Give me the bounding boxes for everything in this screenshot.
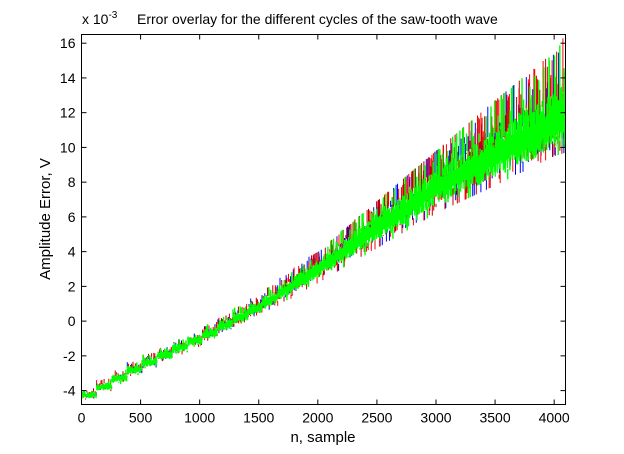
y-tick-label: 8: [68, 174, 76, 190]
x-tick-label: 2500: [361, 410, 392, 426]
y-tick-label: 4: [68, 244, 76, 260]
y-tick-label: -2: [63, 348, 76, 364]
data-series-trace: [81, 86, 566, 399]
x-tick-label: 500: [129, 410, 153, 426]
plot-data-traces: [81, 38, 566, 400]
chart-title: Error overlay for the different cycles o…: [137, 11, 498, 27]
y-exponent: -3: [108, 10, 117, 21]
x-tick-label: 0: [78, 410, 86, 426]
y-tick-label: 12: [60, 105, 76, 121]
x-tick-label: 1000: [184, 410, 215, 426]
x-axis-label: n, sample: [290, 429, 355, 446]
y-axis-ticks: -4 -2 0 2 4 6 8 10 12 14 16: [60, 35, 566, 399]
y-tick-label: 0: [68, 313, 76, 329]
data-series-trace: [81, 46, 566, 399]
data-series-trace: [82, 51, 566, 397]
x-axis-ticks: 0 500 1000 1500 2000 2500 3000 3500 4000: [78, 34, 570, 426]
data-series-trace: [81, 45, 566, 398]
x-tick-label: 2000: [302, 410, 333, 426]
y-tick-label: 16: [60, 35, 76, 51]
x-tick-label: 1500: [243, 410, 274, 426]
y-tick-label: 14: [60, 70, 76, 86]
y-tick-label: 10: [60, 139, 76, 155]
y-tick-label: -4: [63, 383, 76, 399]
axes-box: [81, 34, 566, 405]
y-axis-label: Amplitude Error, V: [37, 158, 54, 280]
x-tick-label: 4000: [539, 410, 570, 426]
x-tick-label: 3500: [479, 410, 510, 426]
x-tick-label: 3000: [420, 410, 451, 426]
y-tick-label: 2: [68, 278, 76, 294]
y-tick-label: 6: [68, 209, 76, 225]
data-series-trace: [81, 38, 566, 400]
y-exponent-label: x 10-3: [82, 10, 118, 27]
